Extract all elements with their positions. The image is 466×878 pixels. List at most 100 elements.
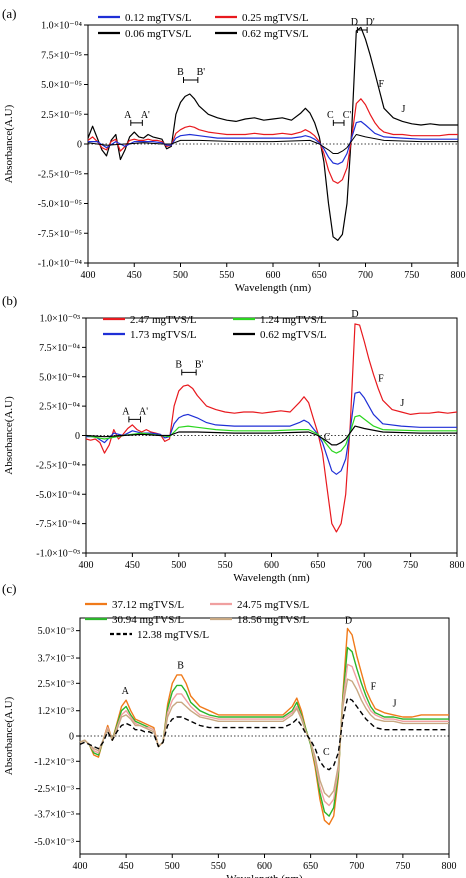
y-tick-label: 0 [77,140,82,151]
y-tick-label: 7.5×10⁻⁰⁵ [41,50,82,61]
x-tick-label: 550 [219,270,234,281]
peak-label: B [177,67,184,78]
x-axis-label: Wavelength (nm) [233,572,310,584]
y-tick-label: 1.0×10⁻⁰⁴ [41,21,82,32]
legend-label: 18.56 mgTVS/L [237,614,309,626]
legend-label: 12.38 mgTVS/L [137,629,209,641]
peak-bracket [130,119,143,126]
chart-panel-2: (c) 400 450 500 550 600 650 700 750 800 5.0×10⁻³ 3.… [2,581,457,878]
peak-label: A' [139,406,148,417]
x-tick-label: 450 [119,861,134,872]
y-tick-label: -1.0×10⁻⁰⁴ [38,259,83,270]
series-line-3 [79,678,449,798]
peak-label: F [371,682,377,693]
y-tick-label: 2.5×10⁻⁰⁴ [39,402,80,413]
peak-label: J [393,699,397,710]
legend-label: 30.94 mgTVS/L [112,614,184,626]
plot-frame [79,617,450,855]
x-tick-label: 500 [171,560,186,571]
x-tick-label: 450 [125,560,140,571]
peak-bracket [128,416,142,423]
y-tick-label: -3.7×10⁻³ [34,809,74,820]
y-tick-label: 1.0×10⁻⁰³ [40,314,80,325]
y-axis-label: Absorbance(A.U) [3,396,15,475]
x-tick-label: 400 [73,861,88,872]
x-axis-label: Wavelength (nm) [235,282,312,294]
peak-label: D [345,615,352,626]
series-line-4 [79,697,449,771]
series-line-2 [88,120,458,165]
peak-label: D [351,17,358,28]
x-tick-label: 600 [264,560,279,571]
x-tick-label: 750 [395,861,410,872]
x-tick-label: 650 [312,270,327,281]
chart-panel-0: (a) 400 450 500 550 600 650 700 750 800 1.0×10⁻⁰⁴ 7… [2,6,466,294]
series-line-1 [86,391,457,475]
y-tick-label: 5.0×10⁻⁰⁴ [39,372,80,383]
legend-label: 1.73 mgTVS/L [130,329,197,341]
y-tick-label: 2.5×10⁻⁰⁵ [41,110,82,121]
y-axis-label: Absorbance(A.U) [3,104,15,183]
y-tick-label: 5.0×10⁻³ [38,626,74,637]
x-tick-label: 500 [173,270,188,281]
peak-bracket [332,119,345,126]
legend-label: 0.25 mgTVS/L [242,12,309,24]
y-tick-label: 5.0×10⁻⁰⁵ [41,80,82,91]
x-tick-label: 700 [357,560,372,571]
chart-panel-1: (b) 400 450 500 550 600 650 700 750 800 1.0×10⁻⁰³ 7… [2,293,465,584]
peak-label: A [124,110,132,121]
peak-label: C [327,110,334,121]
x-tick-label: 600 [257,861,272,872]
legend-label: 1.24 mgTVS/L [260,314,327,326]
peak-label: B [175,359,182,370]
x-tick-label: 750 [404,270,419,281]
peak-bracket [183,76,199,83]
y-tick-label: -5.0×10⁻³ [34,837,74,848]
x-tick-label: 700 [358,270,373,281]
peak-label: D [351,309,358,320]
series-line-2 [85,414,457,454]
legend-label: 2.47 mgTVS/L [130,314,197,326]
x-tick-label: 800 [442,861,457,872]
legend-label: 0.06 mgTVS/L [125,28,192,40]
y-tick-label: -1.2×10⁻³ [34,757,74,768]
legend-label: 0.62 mgTVS/L [260,329,327,341]
peak-bracket [181,369,197,376]
plot-frame [87,24,459,264]
peak-label: B' [195,359,204,370]
x-tick-label: 650 [303,861,318,872]
peak-label: A [122,686,130,697]
peak-label: J [401,104,405,115]
legend-label: 0.62 mgTVS/L [242,28,309,40]
series-line-2 [79,663,449,807]
peak-label: J [400,398,404,409]
series-line-3 [87,134,458,154]
y-tick-label: -7.5×10⁻⁰⁴ [36,519,81,530]
series-line-0 [79,627,449,826]
peak-label: F [378,373,384,384]
x-tick-label: 500 [165,861,180,872]
y-tick-label: 3.7×10⁻³ [38,654,74,665]
y-axis-label: Absorbance(A.U) [3,696,15,775]
x-tick-label: 400 [81,270,96,281]
panel-label: (b) [2,293,17,308]
panel-label: (c) [2,581,16,596]
series-line-1 [79,646,449,817]
x-tick-label: 800 [451,270,466,281]
y-tick-label: -2.5×10⁻⁰⁵ [38,169,82,180]
y-tick-label: -5.0×10⁻⁰⁴ [36,490,81,501]
x-tick-label: 450 [127,270,142,281]
peak-label: A' [141,110,150,121]
x-tick-label: 550 [218,560,233,571]
series-line-1 [87,98,458,184]
x-tick-label: 400 [79,560,94,571]
legend-label: 37.12 mgTVS/L [112,599,184,611]
series-line-3 [85,425,457,446]
peak-label: F [378,79,384,90]
x-tick-label: 750 [403,560,418,571]
y-tick-label: -7.5×10⁻⁰⁵ [38,229,82,240]
x-tick-label: 600 [266,270,281,281]
peak-label: C [324,432,331,443]
peak-label: C [323,747,330,758]
